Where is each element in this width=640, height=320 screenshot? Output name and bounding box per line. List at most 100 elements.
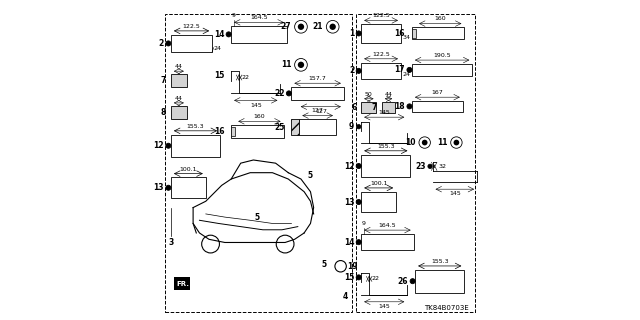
Text: 5: 5 xyxy=(254,212,259,222)
Text: 18: 18 xyxy=(394,102,405,111)
Text: 145: 145 xyxy=(378,304,390,309)
Circle shape xyxy=(407,104,412,109)
Circle shape xyxy=(166,185,171,190)
Bar xyxy=(171,74,187,87)
Text: FR.: FR. xyxy=(176,281,189,287)
Bar xyxy=(361,24,401,43)
Circle shape xyxy=(356,164,361,169)
Bar xyxy=(412,64,472,76)
Bar xyxy=(174,277,190,290)
Text: 17: 17 xyxy=(394,65,405,75)
Bar xyxy=(231,125,284,138)
Circle shape xyxy=(356,240,361,245)
Text: 34: 34 xyxy=(403,35,410,40)
Text: 21: 21 xyxy=(313,22,323,31)
Text: 190.5: 190.5 xyxy=(433,53,451,58)
Text: 24: 24 xyxy=(214,46,221,51)
Text: 11: 11 xyxy=(437,138,447,147)
Circle shape xyxy=(454,140,460,145)
Bar xyxy=(361,155,410,178)
Circle shape xyxy=(286,91,291,96)
Text: 22: 22 xyxy=(372,276,380,282)
Text: 13: 13 xyxy=(154,183,164,192)
Bar xyxy=(361,192,396,212)
Bar xyxy=(171,35,212,52)
Text: 122.5: 122.5 xyxy=(182,24,200,29)
Bar xyxy=(356,14,476,312)
Text: 22: 22 xyxy=(242,75,250,80)
Text: 27: 27 xyxy=(281,22,291,31)
Text: 12: 12 xyxy=(154,141,164,150)
Bar xyxy=(171,106,187,119)
Text: 16: 16 xyxy=(394,29,405,38)
Bar xyxy=(361,234,413,251)
Bar xyxy=(412,29,416,38)
Circle shape xyxy=(428,164,432,169)
Text: 160: 160 xyxy=(253,114,265,119)
Text: 127: 127 xyxy=(315,109,327,114)
Text: 44: 44 xyxy=(385,92,392,97)
Text: 155.3: 155.3 xyxy=(431,259,449,264)
Text: 23: 23 xyxy=(415,162,426,171)
Text: 122.5: 122.5 xyxy=(372,52,390,57)
Text: 100.1: 100.1 xyxy=(180,167,197,172)
Text: 7: 7 xyxy=(161,76,166,85)
Text: 8: 8 xyxy=(161,108,166,117)
Text: 44: 44 xyxy=(175,64,183,69)
Circle shape xyxy=(356,199,361,204)
Text: 19: 19 xyxy=(348,262,358,271)
Text: 44: 44 xyxy=(175,96,183,101)
Text: 5: 5 xyxy=(308,172,313,180)
Text: 100.1: 100.1 xyxy=(370,181,387,186)
Text: 32: 32 xyxy=(438,164,446,169)
Text: 1: 1 xyxy=(349,29,355,38)
Text: 7: 7 xyxy=(372,103,377,112)
Circle shape xyxy=(298,62,304,68)
Text: 167: 167 xyxy=(431,90,444,95)
Text: 13: 13 xyxy=(344,197,355,206)
Text: TK84B0703E: TK84B0703E xyxy=(424,305,469,310)
Circle shape xyxy=(166,143,171,148)
Circle shape xyxy=(356,124,361,129)
Bar xyxy=(231,127,235,136)
Text: 2: 2 xyxy=(349,66,355,76)
Bar xyxy=(361,102,376,113)
Bar xyxy=(412,101,463,112)
Text: 5: 5 xyxy=(321,260,326,269)
Bar xyxy=(382,102,395,113)
Circle shape xyxy=(407,68,412,72)
Circle shape xyxy=(226,32,231,37)
Text: 155.3: 155.3 xyxy=(187,124,204,129)
Text: 14: 14 xyxy=(344,238,355,247)
Text: 6: 6 xyxy=(351,103,356,112)
Text: 15: 15 xyxy=(344,273,355,282)
Text: 9: 9 xyxy=(362,221,366,226)
Circle shape xyxy=(330,24,336,30)
Text: 9: 9 xyxy=(349,122,355,131)
Bar xyxy=(412,28,465,39)
Bar xyxy=(361,63,401,79)
Text: 145: 145 xyxy=(250,103,262,108)
Circle shape xyxy=(422,140,428,145)
Bar xyxy=(300,119,336,135)
Text: 26: 26 xyxy=(397,277,408,286)
Text: 10: 10 xyxy=(405,138,416,147)
Circle shape xyxy=(410,279,415,284)
Circle shape xyxy=(356,275,361,280)
Text: 160: 160 xyxy=(435,16,446,21)
Text: 155.3: 155.3 xyxy=(377,144,395,149)
Text: 16: 16 xyxy=(214,127,224,136)
Text: 4: 4 xyxy=(343,292,348,301)
Text: 127: 127 xyxy=(312,108,324,113)
Text: 15: 15 xyxy=(214,71,224,80)
Text: 122.5: 122.5 xyxy=(372,13,390,18)
Bar xyxy=(291,119,300,135)
Text: 3: 3 xyxy=(168,238,173,247)
Circle shape xyxy=(356,31,361,36)
Circle shape xyxy=(298,24,304,30)
Text: 164.5: 164.5 xyxy=(250,15,268,20)
Bar xyxy=(164,14,352,312)
Text: 145: 145 xyxy=(449,191,461,196)
Text: 12: 12 xyxy=(344,162,355,171)
Bar xyxy=(291,87,344,100)
